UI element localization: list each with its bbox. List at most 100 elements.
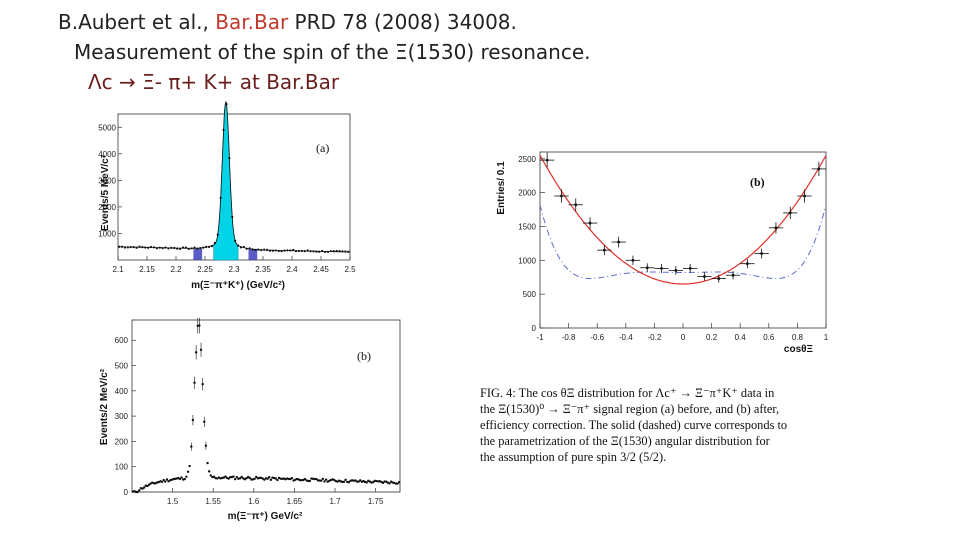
y-tick-label: 1000 [518, 256, 536, 265]
data-point [183, 477, 186, 481]
data-point [372, 480, 375, 484]
x-tick-label: 2.45 [313, 265, 329, 274]
data-point [188, 464, 191, 468]
data-point [324, 478, 328, 481]
data-point [203, 420, 206, 424]
data-point [232, 475, 235, 478]
data-point [201, 382, 204, 386]
data-point [688, 267, 692, 270]
x-tick-label: 2.1 [112, 265, 124, 274]
data-point [347, 480, 351, 484]
decay-line: Λc → Ξ- π+ K+ at Bar.Bar [88, 70, 340, 94]
data-point [209, 474, 212, 477]
data-point [588, 221, 592, 225]
caption-line: the parametrization of the Ξ(1530) angul… [480, 434, 770, 448]
sideband-region [193, 248, 203, 260]
data-point [703, 275, 706, 278]
solid-curve [539, 155, 827, 285]
data-point [191, 418, 195, 422]
plot-c-ylabel: Entries/ 0.1 [496, 161, 507, 215]
data-point [323, 480, 326, 483]
x-tick-label: 1.75 [368, 497, 384, 506]
caption-line: efficiency correction. The solid (dashed… [480, 418, 788, 432]
x-tick-label: 0 [681, 333, 686, 342]
y-tick-label: 0 [124, 488, 129, 497]
x-tick-label: -0.6 [590, 333, 604, 342]
data-point [227, 477, 230, 480]
x-tick-label: -0.2 [648, 333, 662, 342]
y-tick-label: 2000 [98, 203, 116, 212]
y-tick-label: 1500 [518, 222, 536, 231]
x-tick-label: 2.25 [197, 265, 213, 274]
data-point [344, 478, 347, 482]
data-point [396, 482, 399, 485]
y-tick-label: 500 [523, 290, 537, 299]
x-tick-label: 1.5 [167, 497, 179, 506]
citation-suffix: PRD 78 (2008) 34008. [288, 10, 517, 34]
data-point [660, 267, 663, 270]
data-point [136, 490, 139, 494]
plot-c-xlabel: cosθΞ [784, 344, 814, 355]
x-tick-label: 2.4 [286, 265, 298, 274]
data-point [760, 252, 764, 255]
subject-line: Measurement of the spin of the Ξ(1530) r… [74, 40, 591, 64]
data-point [255, 475, 258, 479]
data-point [560, 194, 563, 198]
data-point [240, 475, 243, 479]
data-point [207, 470, 211, 473]
data-point [274, 477, 277, 480]
y-tick-label: 3000 [98, 176, 116, 185]
x-tick-label: 0.4 [735, 333, 747, 342]
data-point [381, 481, 385, 485]
citation-accent: Bar.Bar [215, 10, 289, 34]
y-tick-label: 200 [115, 437, 129, 446]
plot-b-ylabel: Events/2 MeV/c² [99, 368, 110, 445]
plot-a-label: (a) [316, 141, 329, 155]
data-point [165, 478, 169, 481]
data-point [206, 461, 209, 465]
data-point [388, 482, 391, 485]
data-point [574, 203, 578, 207]
caption-line: the assumption of pure spin 3/2 (5/2). [480, 450, 667, 464]
data-point [365, 481, 368, 484]
data-point [253, 477, 256, 480]
data-point [803, 194, 806, 198]
data-point [268, 476, 271, 479]
mass-spectrum-b: 1.5 1.55 1.6 1.65 1.7 1.75 0 100 200 300 400 500 600… [99, 317, 401, 522]
data-point [359, 479, 362, 482]
data-point [248, 476, 251, 480]
y-tick-label: 500 [115, 362, 129, 371]
x-tick-label: 2.2 [170, 265, 182, 274]
x-tick-label: 0.2 [706, 333, 718, 342]
data-point [320, 479, 323, 482]
y-tick-label: 100 [115, 463, 129, 472]
data-point [342, 480, 346, 484]
data-point [817, 167, 821, 171]
x-tick-label: 1.6 [248, 497, 260, 506]
sideband-region [248, 248, 258, 260]
data-point [138, 489, 141, 492]
data-point [178, 477, 182, 481]
x-tick-label: 2.5 [344, 265, 356, 274]
x-tick-label: 2.35 [255, 265, 271, 274]
data-point [185, 475, 188, 478]
data-point [276, 478, 279, 482]
x-tick-label: 1.65 [287, 497, 303, 506]
x-tick-label: 2.15 [139, 265, 155, 274]
data-point [238, 477, 242, 480]
plot-b-frame [131, 319, 401, 493]
data-point [199, 348, 203, 352]
data-point [164, 480, 167, 483]
x-tick-label: -0.4 [619, 333, 633, 342]
plot-a-xlabel: m(Ξ⁻π⁺K⁺) (GeV/c²) [191, 280, 285, 291]
data-point [631, 258, 635, 262]
data-point [266, 477, 269, 480]
y-tick-label: 2000 [518, 189, 536, 198]
x-tick-label: 1.7 [329, 497, 341, 506]
data-point [357, 480, 360, 483]
data-point [212, 475, 216, 478]
data-point [674, 269, 678, 272]
y-tick-label: 4000 [98, 150, 116, 159]
data-point [186, 470, 190, 473]
data-point [198, 324, 201, 327]
